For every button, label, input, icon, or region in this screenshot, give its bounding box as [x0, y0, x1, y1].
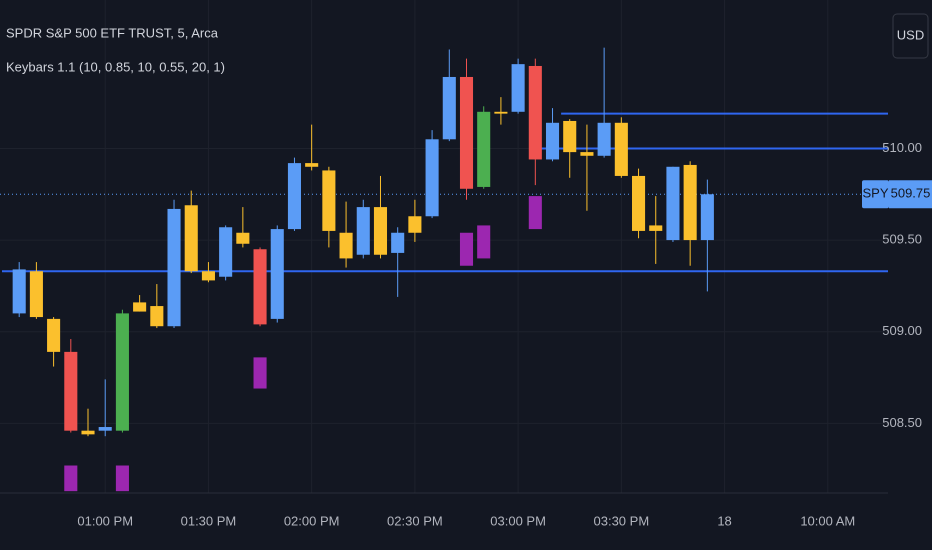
candle-body [81, 430, 95, 435]
price-tag [889, 180, 932, 209]
x-tick-label: 18 [717, 513, 731, 528]
candle-body [184, 205, 198, 272]
candle-body [666, 166, 680, 241]
candle-body [201, 271, 215, 281]
indicator-label: Keybars 1.1 (10, 0.85, 10, 0.55, 20, 1) [6, 59, 225, 74]
candle-body [408, 216, 422, 233]
candle-body [29, 271, 43, 318]
candle-body [683, 164, 697, 241]
signal-marker [64, 465, 78, 492]
candle-body [632, 175, 646, 231]
y-tick-label: 509.00 [882, 323, 922, 338]
candle-body [115, 313, 129, 431]
candle-body [425, 139, 439, 217]
candle-body [270, 229, 284, 319]
candle-body [322, 170, 336, 231]
x-tick-label: 10:00 AM [800, 513, 855, 528]
candle-body [649, 225, 663, 231]
candle-body [614, 122, 628, 176]
signal-marker [477, 225, 491, 259]
candle-body [47, 318, 61, 352]
x-tick-label: 01:30 PM [181, 513, 237, 528]
candle-body [459, 76, 474, 189]
candle-body [373, 207, 388, 255]
candle-body [98, 427, 112, 431]
candle-body [597, 122, 611, 156]
y-tick-label: 510.00 [882, 140, 922, 155]
signal-marker [115, 465, 129, 492]
x-tick-label: 02:00 PM [284, 513, 340, 528]
candle-body [219, 227, 233, 277]
candle-body [339, 232, 353, 259]
currency-label[interactable]: USD [897, 27, 924, 42]
y-tick-label: 509.50 [882, 232, 922, 247]
candle-body [64, 351, 78, 431]
candle-body [167, 208, 181, 327]
candle-body [477, 111, 491, 187]
symbol-label: SPY [862, 186, 888, 201]
candle-body [253, 249, 267, 325]
signal-marker [528, 196, 542, 230]
x-tick-label: 03:00 PM [490, 513, 546, 528]
candle-body [305, 163, 319, 167]
candle-body [528, 65, 542, 160]
candle-body [545, 122, 560, 160]
candle-body [391, 232, 405, 253]
chart-title: SPDR S&P 500 ETF TRUST, 5, Arca [6, 25, 219, 40]
symbol-tag [862, 180, 889, 209]
signal-marker [459, 232, 474, 266]
candle-body [236, 232, 250, 244]
candle-body [700, 194, 714, 241]
x-tick-label: 02:30 PM [387, 513, 443, 528]
currency-button[interactable] [892, 13, 929, 59]
candle-body [494, 111, 508, 114]
candle-body [150, 306, 164, 327]
plot [0, 47, 888, 492]
candle-body [563, 120, 577, 153]
candle-body [442, 76, 456, 140]
candle-body [511, 64, 525, 112]
signal-marker [253, 357, 267, 389]
candle-body [12, 269, 26, 314]
y-tick-label: 508.50 [882, 415, 922, 430]
candle-body [133, 302, 147, 312]
price-label: 509.75 [891, 186, 931, 201]
candle-body [356, 207, 370, 255]
x-tick-label: 03:30 PM [594, 513, 650, 528]
candle-body [580, 152, 594, 156]
x-tick-label: 01:00 PM [77, 513, 133, 528]
candle-body [287, 163, 301, 230]
